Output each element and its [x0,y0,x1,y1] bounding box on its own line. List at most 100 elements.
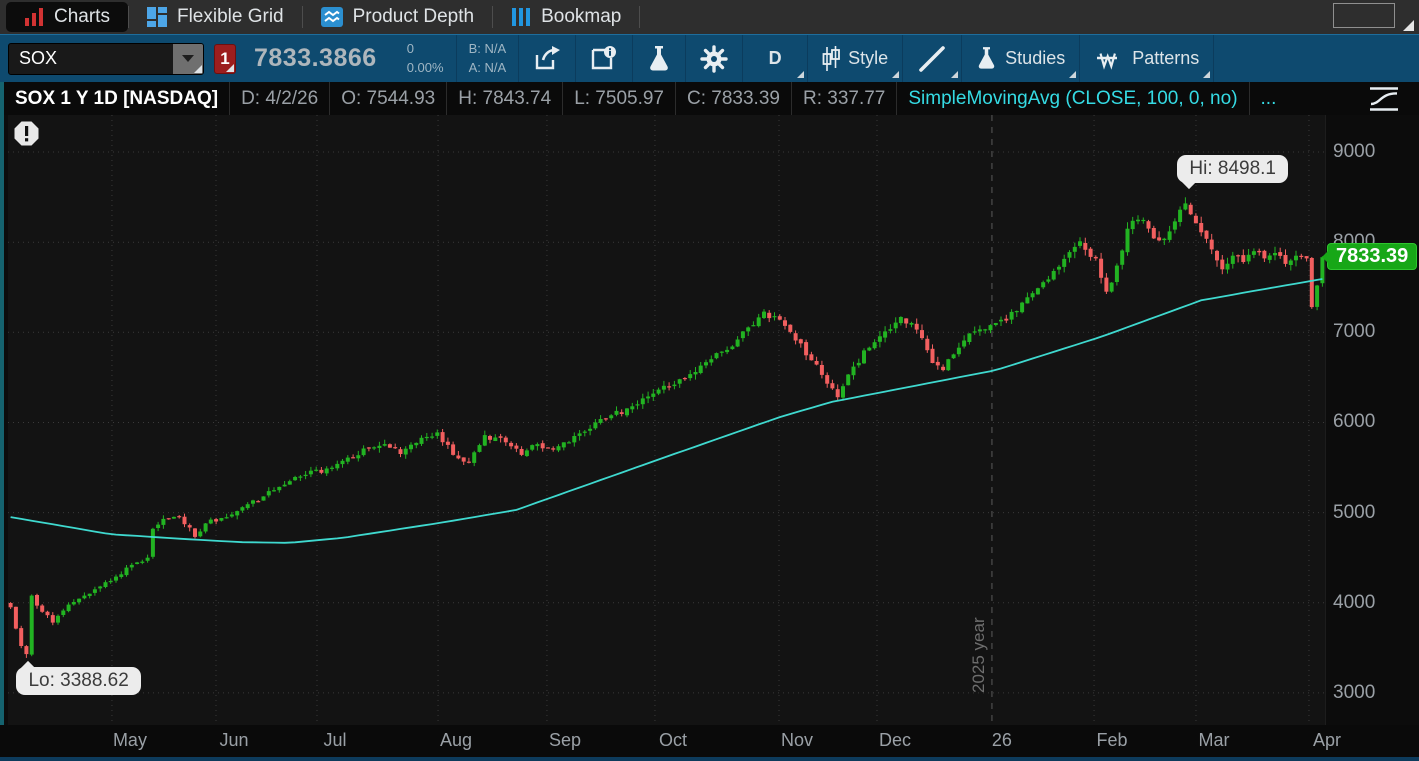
pattern-w-icon [1097,52,1118,70]
alert-count-badge[interactable]: 1 [214,43,236,74]
dropdown-corner-icon [1203,71,1211,78]
flask-icon [650,45,668,70]
tabbar-empty-button[interactable] [1333,3,1395,28]
low-annotation-bubble: Lo: 3388.62 [16,660,141,695]
x-axis-label: Dec [878,730,911,750]
scale-mode-button[interactable] [1356,82,1419,115]
timeframe-button[interactable]: D [743,35,807,82]
share-icon [535,45,561,69]
dropdown-corner-icon [797,71,805,78]
dropdown-corner-icon [1069,71,1077,78]
symbol-value: SOX [19,48,58,68]
gear-icon [700,44,728,73]
chart-title: SOX 1 Y 1D [NASDAQ] [4,82,231,115]
tab-flexible-grid[interactable]: Flexible Grid [129,2,302,32]
toolbar-separator [902,35,904,82]
toolbar-separator [742,35,744,82]
grid-icon [146,7,167,27]
y-axis-label: 4000 [1333,591,1376,613]
tab-charts[interactable]: Charts [6,2,128,32]
chart-toolbar: SOX 1 7833.3866 0 0.00% B: N/A A: N/A [0,34,1419,82]
tab-label: Flexible Grid [176,6,284,27]
toolbar-separator [455,35,457,82]
scale-curve-icon [1370,86,1398,111]
tab-product-depth[interactable]: Product Depth [303,2,492,32]
toolbar-separator [961,35,963,82]
tab-label: Bookmap [541,6,622,27]
x-axis-label: 26 [991,730,1012,750]
chart-settings-button[interactable] [686,35,742,82]
patterns-button[interactable]: Patterns [1080,35,1213,82]
ohlc-close: C: 7833.39 [676,82,792,115]
change-value: 0 [406,40,414,56]
ohlc-date: D: 4/2/26 [230,82,331,115]
panel-bottom-border [0,757,1419,761]
time-axis-band [0,725,1419,757]
candlestick-icon [822,45,841,71]
resize-grip-icon [226,63,234,72]
charts-bars-icon [24,8,44,26]
tab-separator [492,6,494,28]
x-axis-label: Feb [1096,730,1128,750]
top-tab-bar: Charts Flexible Grid Product Depth Bookm… [0,0,1419,34]
change-percent: 0.00% [406,59,444,75]
chart-status-bar: SOX 1 Y 1D [NASDAQ] D: 4/2/26 O: 7544.93… [0,82,1419,115]
share-button[interactable] [519,35,575,82]
trendline-icon [919,45,945,72]
last-price: 7833.3866 [254,44,377,72]
toolbar-separator [1213,35,1215,82]
svg-text:2025 year: 2025 year [969,617,988,693]
x-axis-label: May [112,730,147,750]
toolbar-separator [685,35,687,82]
resize-grip-icon[interactable] [194,64,202,73]
tabbar-corner-grip[interactable] [1403,20,1414,31]
y-axis-label: 6000 [1333,411,1376,433]
style-button[interactable]: Style [808,35,902,82]
dropdown-corner-icon [951,71,959,78]
last-price-axis-tag: 7833.39 [1321,243,1418,271]
drawing-tools-button[interactable] [903,35,961,82]
analysis-flask-button[interactable] [633,35,685,82]
ask-value: A: N/A [468,59,507,75]
symbol-input[interactable]: SOX [8,42,204,75]
time-axis[interactable]: May Jun Jul Aug Sep Oct Nov Dec 26 Feb Mar Apr [8,725,1341,757]
ohlc-high: H: 7843.74 [447,82,564,115]
high-annotation-bubble: Hi: 8498.1 [1177,155,1289,190]
toolbar-separator [1079,35,1081,82]
panel-left-border [0,115,4,757]
toolbar-separator [632,35,634,82]
ohlc-range: R: 337.77 [792,82,898,115]
tab-separator [639,6,641,28]
x-axis-label: Apr [1312,730,1341,750]
price-axis[interactable]: 3000 4000 5000 6000 7000 8000 9000 [1325,115,1419,725]
study-label[interactable]: SimpleMovingAvg (CLOSE, 100, 0, no) [897,82,1250,115]
x-axis-label: Mar [1198,730,1230,750]
y-axis-label: 5000 [1333,501,1376,523]
bookmap-bars-icon [511,7,531,27]
bid-value: B: N/A [468,40,507,56]
page-info-icon [591,45,617,69]
change-block: 0 0.00% [395,40,456,78]
x-axis-label: Oct [658,730,687,750]
ohlc-low: L: 7505.97 [563,82,676,115]
panel-left-gutter [4,115,8,757]
chart-describe-button[interactable] [576,35,632,82]
header-spacer [1287,82,1356,115]
x-axis-label: Jul [323,730,347,750]
depth-waves-icon [320,7,343,27]
bid-ask-block: B: N/A A: N/A [457,40,519,78]
y-axis-label: 3000 [1333,681,1376,703]
x-axis-label: Aug [440,730,473,750]
toolbar-separator [807,35,809,82]
toolbar-separator [575,35,577,82]
tab-bookmap[interactable]: Bookmap [493,2,639,32]
data-warning-icon[interactable] [14,121,39,146]
x-axis-label: Jun [219,730,249,750]
chart-plot-area[interactable]: 2025 year [8,115,1325,725]
studies-button[interactable]: Studies [962,35,1079,82]
x-axis-label: Sep [548,730,581,750]
tab-separator [301,6,303,28]
study-more-ellipsis[interactable]: ... [1260,87,1277,109]
tab-label: Charts [54,6,110,27]
